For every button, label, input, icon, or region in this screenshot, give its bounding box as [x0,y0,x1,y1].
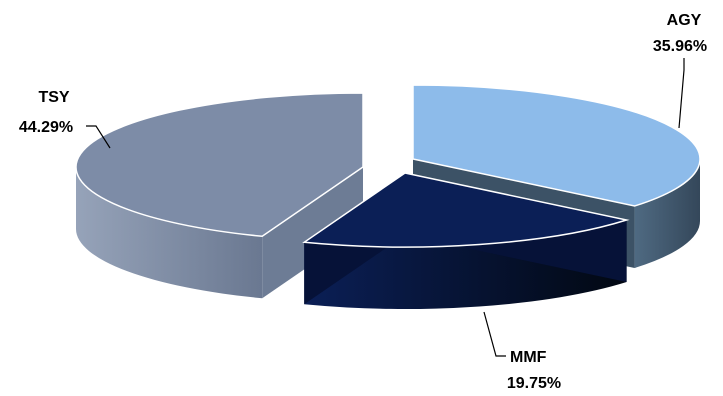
slice-label-tsy: TSY [38,89,69,106]
label-group-mmf: MMF 19.75% [483,311,561,392]
leader-line-tsy [86,125,111,149]
slice-value-tsy: 44.29% [19,119,73,136]
slice-label-mmf: MMF [510,349,547,366]
slice-cut-tsy-start [262,167,363,299]
slice-value-agy: 35.96% [653,38,707,55]
label-group-agy: AGY 35.96% [653,12,707,129]
slice-mmf [302,172,630,248]
pie-slices [75,84,701,310]
label-group-tsy: TSY 44.29% [19,89,111,149]
leader-line-mmf [483,311,506,357]
slice-value-mmf: 19.75% [507,375,561,392]
slice-side-tsy [75,167,263,299]
slice-agy [412,84,701,207]
slice-tsy [75,92,364,238]
leader-line-agy [678,58,685,129]
slice-label-agy: AGY [667,12,702,29]
slice-side-agy [634,159,700,269]
